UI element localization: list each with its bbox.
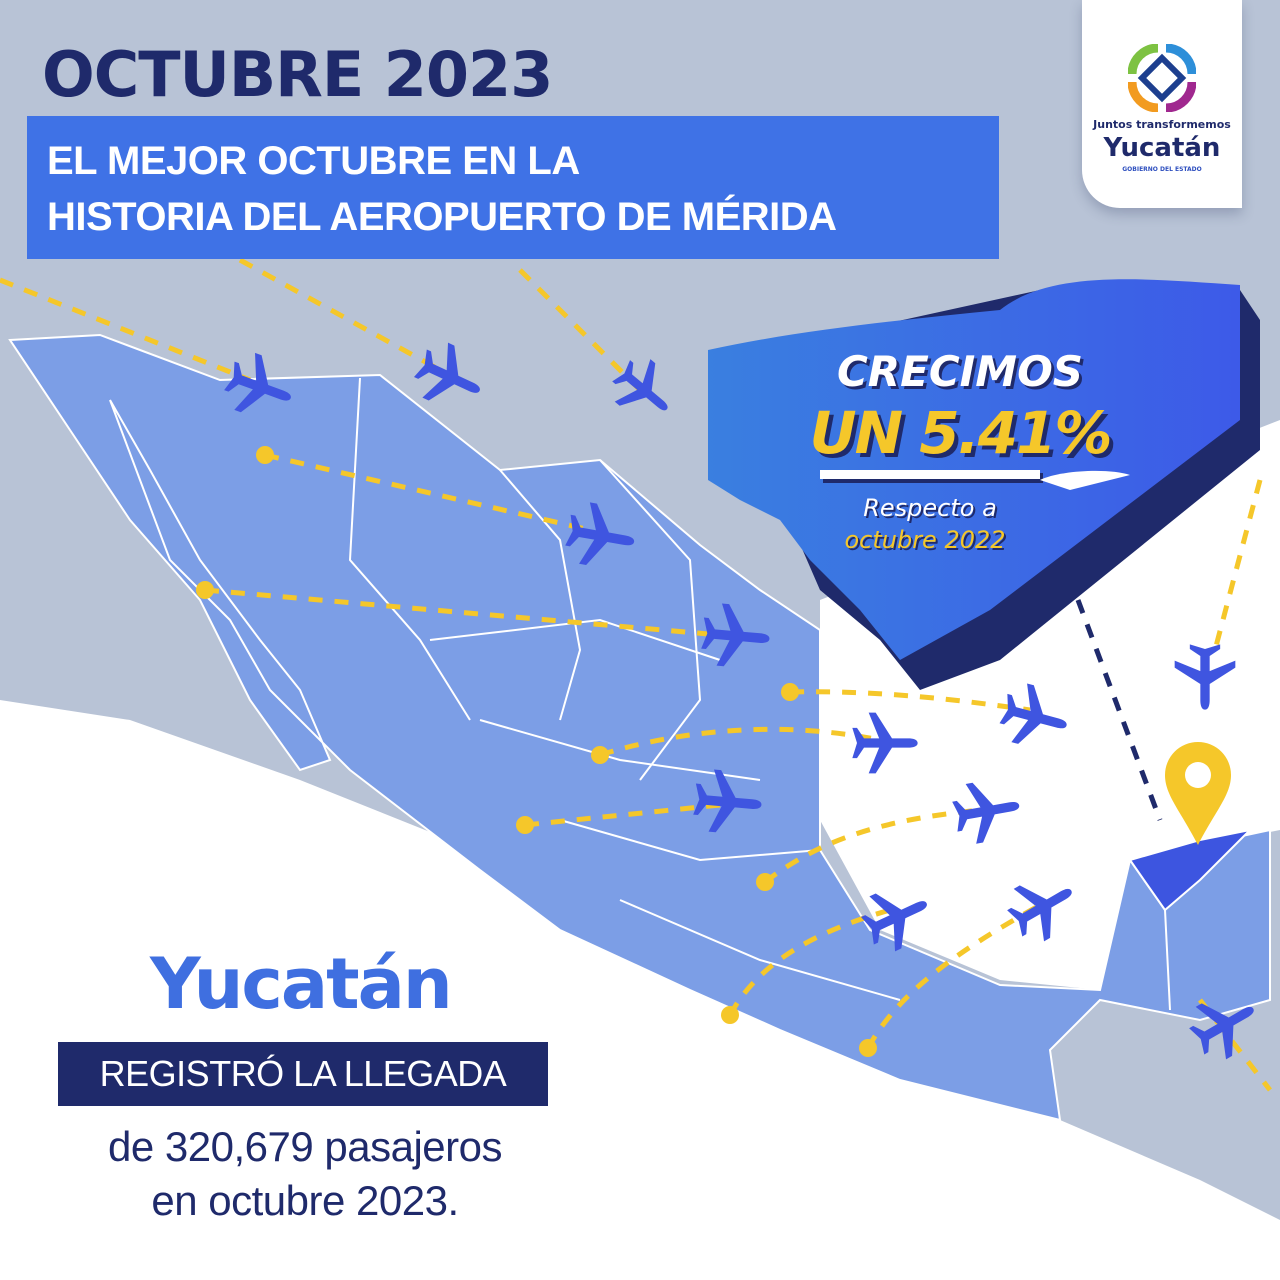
logo-emblem-icon	[1128, 44, 1196, 112]
yucatan-3d-shape	[708, 279, 1240, 660]
location-pin-icon	[1165, 742, 1231, 845]
yucatan-state-highlight	[1128, 828, 1254, 912]
growth-heading: CRECIMOS	[836, 347, 1084, 396]
growth-compare-line-2: octubre 2022	[844, 526, 1006, 554]
pacific-ocean	[0, 700, 1280, 1280]
arrival-banner: REGISTRÓ LA LLEGADA	[58, 1042, 548, 1106]
flight-route-dark	[1075, 599, 1163, 821]
origin-dots	[196, 446, 877, 1057]
airplane-icon-white	[1040, 470, 1130, 490]
logo-name: Yucatán	[1103, 133, 1221, 163]
subtitle-line-2: HISTORIA DEL AEROPUERTO DE MÉRIDA	[47, 195, 837, 239]
yucatan-government-logo: Juntos transformemos Yucatán GOBIERNO DE…	[1082, 0, 1242, 208]
passenger-period-line: en octubre 2023.	[151, 1177, 459, 1224]
logo-tagline: Juntos transformemos	[1093, 118, 1231, 131]
passenger-count-line: de 320,679 pasajeros	[108, 1123, 502, 1170]
page-title: OCTUBRE 2023	[42, 38, 553, 111]
mexico-map	[8, 333, 1271, 1122]
growth-compare-line-1: Respecto a	[863, 494, 997, 522]
logo-subtitle: GOBIERNO DEL ESTADO	[1122, 166, 1202, 173]
subtitle-line-1: EL MEJOR OCTUBRE EN LA	[47, 139, 580, 183]
state-name: Yucatán	[150, 943, 453, 1025]
subtitle-banner: EL MEJOR OCTUBRE EN LA HISTORIA DEL AERO…	[27, 116, 999, 259]
flight-routes	[0, 257, 1272, 1092]
growth-percent: UN 5.41%	[809, 399, 1112, 467]
passenger-summary: de 320,679 pasajeros en octubre 2023.	[20, 1120, 590, 1228]
state-borders	[348, 377, 1171, 1011]
divider-line	[820, 470, 1040, 479]
